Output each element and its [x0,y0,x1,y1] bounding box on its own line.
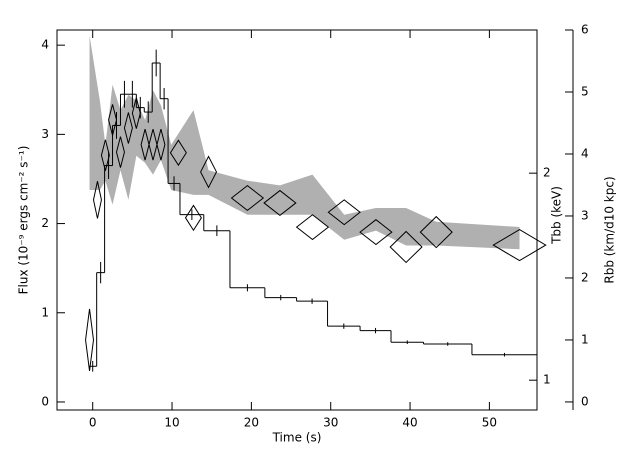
x-tick-label: 40 [402,416,417,430]
y-tick-label: 4 [41,38,49,52]
radius-diamond [327,199,361,226]
radius-diamond [123,112,133,144]
y-axis-label: Flux (10⁻⁹ ergs cm⁻² s⁻¹) [17,146,31,295]
radius-diamond [359,219,393,246]
temperature-band [89,35,520,250]
radius-diamond [92,181,102,219]
y2-tick-label: 2 [581,270,589,284]
y2-tick-label: 5 [581,84,589,98]
y3-tick-label: 2 [543,166,551,180]
radius-diamond [492,229,547,262]
radius-diamond [389,230,423,264]
radius-diamond [156,129,166,161]
x-tick-label: 10 [164,416,179,430]
y2-tick-label: 3 [581,208,589,222]
radius-diamond [295,214,330,241]
x-tick-label: 0 [89,416,97,430]
radius-diamond [230,184,265,212]
x-axis-label: Time (s) [272,431,322,445]
radius-diamond [263,189,297,216]
y2-tick-label: 0 [581,394,589,408]
y-tick-label: 0 [41,394,49,408]
y-tick-label: 2 [41,216,49,230]
x-tick-label: 20 [244,416,259,430]
y3-tick-label: 1 [543,373,551,387]
radius-diamond [169,139,187,167]
y2-axis-label: Rbb (km/d10 kpc) [603,176,617,283]
y3-axis-label: Tbb (keV) [550,186,564,245]
plot-frame [56,29,538,411]
y2-tick-label: 6 [581,23,589,37]
x-tick-label: 50 [482,416,497,430]
y2-tick-label: 1 [581,332,589,346]
radius-diamond [200,155,218,189]
y-tick-label: 3 [41,127,49,141]
radius-diamond [115,136,125,168]
radius-diamond [419,215,453,249]
y2-tick-label: 4 [581,146,589,160]
radius-diamond [131,97,141,129]
y-tick-label: 1 [41,305,49,319]
radius-diamond [85,308,94,372]
radius-diamond [108,104,118,136]
radius-diamond [184,204,202,232]
x-tick-label: 30 [323,416,338,430]
radius-diamond [100,139,110,171]
